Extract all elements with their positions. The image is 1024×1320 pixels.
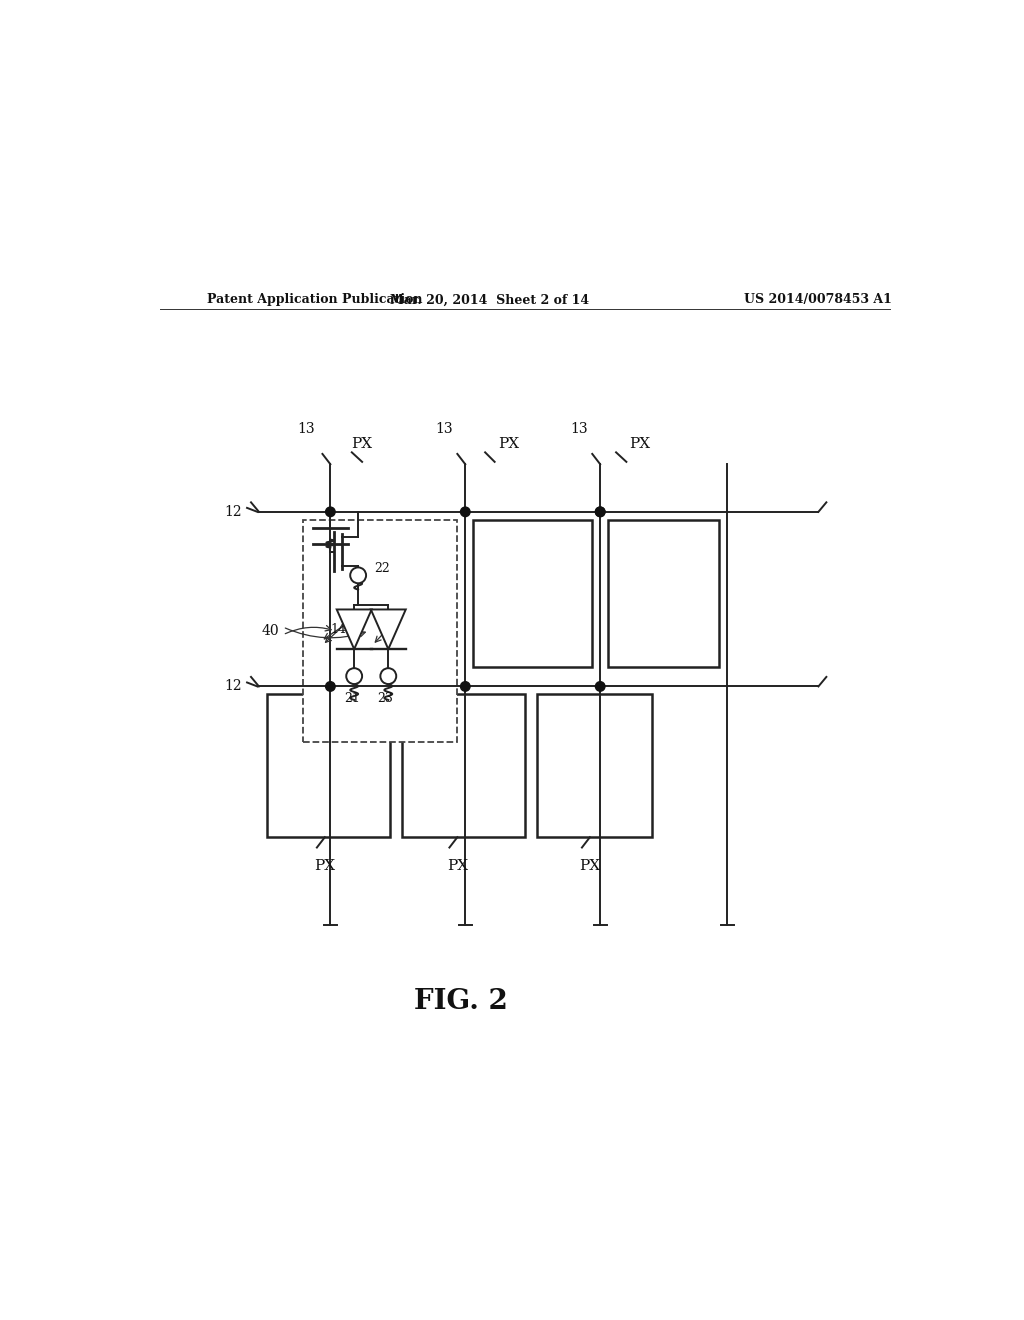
Circle shape: [346, 668, 362, 684]
Text: PX: PX: [580, 858, 600, 873]
Bar: [267, 694, 390, 837]
Bar: [537, 694, 651, 837]
Bar: [401, 694, 524, 837]
Text: Mar. 20, 2014  Sheet 2 of 14: Mar. 20, 2014 Sheet 2 of 14: [389, 293, 589, 306]
Text: PX: PX: [351, 437, 373, 450]
Text: PX: PX: [630, 437, 650, 450]
Text: PX: PX: [446, 858, 468, 873]
Text: Patent Application Publication: Patent Application Publication: [207, 293, 423, 306]
Circle shape: [350, 568, 367, 583]
Circle shape: [380, 668, 396, 684]
Text: 12: 12: [224, 504, 242, 519]
Circle shape: [461, 681, 470, 692]
Text: US 2014/0078453 A1: US 2014/0078453 A1: [744, 293, 892, 306]
Text: 23: 23: [377, 692, 393, 705]
Text: 13: 13: [435, 422, 453, 437]
Circle shape: [595, 507, 605, 516]
Text: 13: 13: [298, 422, 315, 437]
Bar: [608, 520, 719, 667]
Bar: [303, 520, 458, 742]
Text: PX: PX: [499, 437, 519, 450]
Polygon shape: [337, 610, 372, 649]
Text: FIG. 2: FIG. 2: [415, 987, 508, 1015]
Text: 12: 12: [224, 680, 242, 693]
Circle shape: [595, 681, 605, 692]
Circle shape: [326, 681, 335, 692]
Text: 40: 40: [261, 624, 279, 638]
Circle shape: [326, 507, 335, 516]
Text: 13: 13: [570, 422, 588, 437]
Text: PX: PX: [314, 858, 336, 873]
Bar: [473, 520, 592, 667]
Circle shape: [595, 507, 605, 516]
Circle shape: [461, 507, 470, 516]
Text: 14: 14: [331, 623, 346, 636]
Text: 22: 22: [374, 562, 390, 576]
Text: 21: 21: [344, 692, 359, 705]
Polygon shape: [371, 610, 406, 649]
